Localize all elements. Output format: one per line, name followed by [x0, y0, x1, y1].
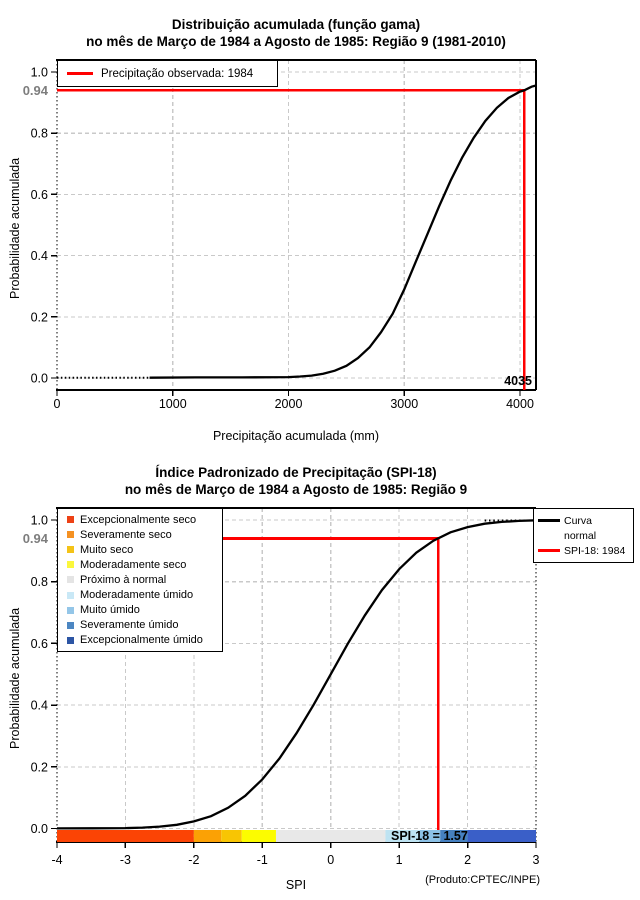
top-y-axis-label: Probabilidade acumulada [8, 157, 22, 299]
category-legend-item: Severamente seco [58, 529, 222, 541]
category-swatch-icon [67, 576, 74, 584]
bottom-chart-title-line1: Índice Padronizado de Precipitação (SPI-… [155, 465, 437, 480]
y-tick-label: 0.6 [31, 637, 48, 651]
bottom-chart-title: Índice Padronizado de Precipitação (SPI-… [0, 464, 592, 498]
top-chart-legend: Precipitação observada: 1984 [57, 60, 278, 87]
legend-row-spi: SPI-18: 1984 [534, 543, 633, 558]
category-swatch-icon [67, 516, 74, 524]
category-legend-item: Muito úmido [58, 604, 222, 616]
category-legend-item: Muito seco [58, 544, 222, 556]
x-tick-label: 0 [54, 397, 61, 411]
category-label: Muito úmido [80, 604, 140, 617]
x-tick-label: -4 [51, 853, 62, 867]
red-line-sample-icon [67, 72, 93, 75]
category-legend-item: Excepcionalmente seco [58, 514, 222, 526]
spi-bar-value-label: SPI-18 = 1.57 [391, 829, 468, 843]
x-tick-label: 3000 [390, 397, 418, 411]
bottom-highlight-value: 0.94 [22, 531, 48, 546]
y-tick-label: 0.0 [31, 822, 48, 836]
legend-row-curve2: normal [534, 528, 633, 543]
top-chart-title-line1: Distribuição acumulada (função gama) [171, 17, 421, 32]
category-legend-item: Próximo à normal [58, 574, 222, 586]
distribution-curve [56, 519, 537, 830]
spi-category-bar-segment [385, 830, 420, 842]
bottom-chart-title-line2: no mês de Março de 1984 a Agosto de 1985… [124, 482, 468, 497]
category-label: Próximo à normal [80, 573, 167, 586]
top-legend-label: Precipitação observada: 1984 [101, 67, 254, 80]
spi-category-bar-segment [193, 830, 222, 842]
category-label: Moderadamente seco [80, 558, 187, 571]
y-tick-label: 0.4 [31, 699, 48, 713]
category-swatch-icon [67, 546, 74, 554]
x-tick-label: 4000 [506, 397, 534, 411]
x-tick-label: 3 [533, 853, 540, 867]
category-label: Excepcionalmente seco [80, 513, 197, 526]
category-legend-item: Moderadamente úmido [58, 589, 222, 601]
category-label: Muito seco [80, 543, 134, 556]
x-tick-label: -1 [257, 853, 268, 867]
spi-category-bar-segment [467, 830, 537, 842]
x-tick-label: 2000 [275, 397, 303, 411]
top-indicator-annotation: 4035 [504, 374, 532, 388]
category-swatch-icon [67, 561, 74, 569]
spi-category-bar-segment [57, 830, 194, 842]
x-tick-label: 1 [396, 853, 403, 867]
x-tick-label: 2 [464, 853, 471, 867]
y-tick-label: 0.6 [31, 188, 48, 202]
x-tick-label: -2 [188, 853, 199, 867]
category-label: Excepcionalmente úmido [80, 634, 203, 647]
spi-category-bar-segment [440, 830, 468, 842]
top-x-axis-label: Precipitação acumulada (mm) [212, 429, 380, 443]
bottom-line-legend: Curva normal SPI-18: 1984 [533, 508, 634, 563]
y-tick-label: 0.4 [31, 249, 48, 263]
legend-curve-label-line2: normal [564, 529, 597, 542]
x-tick-label: -3 [120, 853, 131, 867]
category-legend-item: Severamente úmido [58, 619, 222, 631]
legend-spi-label: SPI-18: 1984 [564, 544, 626, 557]
bottom-y-axis-label: Probabilidade acumulada [8, 607, 22, 749]
x-tick-label: 0 [327, 853, 334, 867]
spi-category-bar-segment [241, 830, 276, 842]
distribution-curve [149, 84, 537, 379]
category-swatch-icon [67, 591, 74, 599]
legend-row-curve: Curva [534, 513, 633, 528]
black-line-sample-icon [534, 519, 564, 522]
category-swatch-icon [67, 621, 74, 629]
category-legend-item: Moderadamente seco [58, 559, 222, 571]
y-tick-label: 1.0 [31, 66, 48, 80]
spi-category-bar-segment [275, 830, 386, 842]
category-swatch-icon [67, 531, 74, 539]
y-tick-label: 0.8 [31, 575, 48, 589]
top-chart-title: Distribuição acumulada (função gama) no … [0, 16, 592, 50]
y-tick-label: 0.0 [31, 372, 48, 386]
category-legend-item: Excepcionalmente úmido [58, 634, 222, 646]
category-swatch-icon [67, 636, 74, 644]
category-label: Severamente seco [80, 528, 172, 541]
category-label: Severamente úmido [80, 619, 179, 632]
y-tick-label: 0.2 [31, 760, 48, 774]
bottom-x-axis-label: SPI [285, 878, 307, 892]
y-tick-label: 0.8 [31, 127, 48, 141]
red-line-sample-icon [534, 549, 564, 552]
x-tick-label: 1000 [159, 397, 187, 411]
category-swatch-icon [67, 606, 74, 614]
legend-curve-label-line1: Curva [564, 514, 593, 527]
top-highlight-value: 0.94 [22, 83, 48, 98]
spi-categories-legend: Excepcionalmente seco Severamente seco Mui… [57, 508, 223, 652]
y-tick-label: 1.0 [31, 514, 48, 528]
indicator-line [57, 89, 526, 390]
producer-credit: (Produto:CPTEC/INPE) [425, 874, 540, 886]
spi-category-bar-segment [419, 830, 441, 842]
spi-category-bar-segment [221, 830, 242, 842]
category-label: Moderadamente úmido [80, 589, 194, 602]
top-chart-title-line2: no mês de Março de 1984 a Agosto de 1985… [86, 34, 506, 49]
y-tick-label: 0.2 [31, 310, 48, 324]
